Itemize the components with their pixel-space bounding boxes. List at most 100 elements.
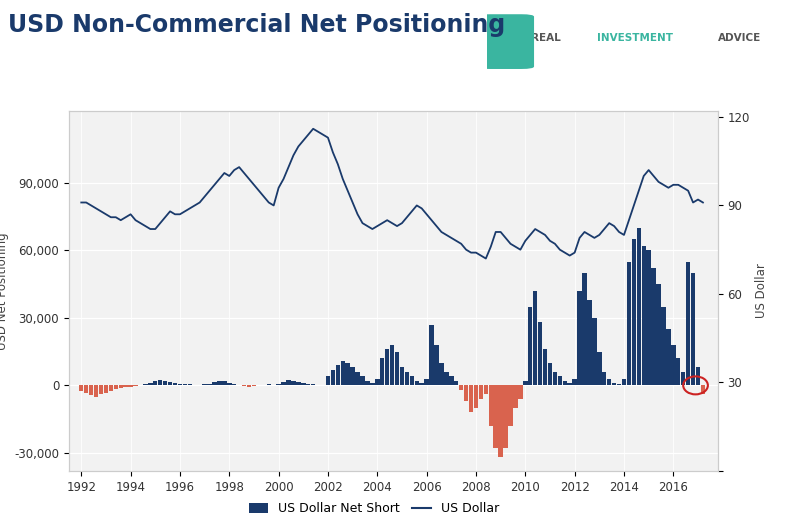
Bar	[661, 307, 666, 385]
Bar	[568, 383, 572, 385]
Bar	[488, 385, 493, 426]
Text: ADVICE: ADVICE	[718, 33, 761, 43]
Bar	[592, 318, 597, 385]
Bar	[178, 384, 182, 385]
Bar	[474, 385, 478, 408]
Bar	[212, 382, 217, 385]
Bar	[84, 385, 88, 393]
Bar	[464, 385, 468, 401]
Bar	[597, 352, 602, 385]
Bar	[419, 383, 424, 385]
Bar	[646, 250, 651, 385]
Bar	[508, 385, 513, 426]
Bar	[642, 246, 646, 385]
Bar	[350, 367, 355, 385]
Bar	[400, 367, 404, 385]
Bar	[89, 385, 93, 396]
Bar	[267, 384, 271, 385]
Bar	[144, 384, 148, 385]
Bar	[602, 372, 607, 385]
Bar	[217, 381, 221, 385]
Bar	[666, 329, 671, 385]
Bar	[79, 385, 84, 391]
Y-axis label: USD Net Positioning: USD Net Positioning	[0, 232, 9, 350]
Bar	[128, 385, 133, 387]
Bar	[301, 382, 306, 385]
Bar	[395, 352, 399, 385]
Y-axis label: US Dollar: US Dollar	[755, 263, 768, 318]
Bar	[528, 307, 533, 385]
Bar	[118, 385, 123, 388]
Text: INVESTMENT: INVESTMENT	[597, 33, 677, 43]
Bar	[513, 385, 517, 408]
Bar	[672, 345, 676, 385]
Legend: US Dollar Net Short, US Dollar: US Dollar Net Short, US Dollar	[244, 497, 504, 521]
Bar	[632, 239, 636, 385]
Bar	[676, 359, 680, 385]
Bar	[405, 372, 409, 385]
Bar	[173, 383, 178, 385]
Bar	[701, 385, 705, 395]
Bar	[227, 382, 231, 385]
Bar	[251, 385, 256, 386]
Bar	[123, 385, 128, 387]
Bar	[182, 384, 187, 385]
Bar	[563, 381, 567, 385]
Bar	[232, 384, 237, 385]
Bar	[424, 379, 429, 385]
Bar	[440, 363, 444, 385]
Bar	[286, 380, 290, 385]
Text: REAL: REAL	[531, 33, 564, 43]
Bar	[454, 381, 458, 385]
Bar	[543, 349, 547, 385]
Bar	[577, 291, 581, 385]
Bar	[691, 273, 695, 385]
Bar	[637, 228, 641, 385]
Bar	[483, 385, 488, 395]
Bar	[208, 384, 212, 385]
Bar	[104, 385, 108, 393]
Bar	[94, 385, 98, 397]
Bar	[390, 345, 394, 385]
Bar	[656, 284, 661, 385]
Bar	[499, 385, 503, 457]
Bar	[99, 385, 103, 395]
Bar	[109, 385, 113, 391]
Bar	[360, 377, 365, 385]
Bar	[469, 385, 474, 413]
Bar	[533, 291, 538, 385]
Bar	[459, 385, 463, 390]
Text: USD Non-Commercial Net Positioning: USD Non-Commercial Net Positioning	[8, 13, 505, 37]
Bar	[523, 381, 527, 385]
Bar	[247, 385, 251, 387]
Bar	[158, 380, 162, 385]
Bar	[553, 372, 557, 385]
Bar	[296, 382, 301, 385]
Bar	[547, 363, 552, 385]
Bar	[222, 381, 226, 385]
Bar	[587, 300, 592, 385]
Bar	[612, 383, 616, 385]
Bar	[504, 385, 508, 449]
Bar	[449, 377, 453, 385]
Bar	[478, 385, 483, 399]
Bar	[410, 377, 414, 385]
Bar	[153, 381, 157, 385]
Bar	[306, 384, 311, 385]
Bar	[326, 377, 330, 385]
Bar	[133, 385, 138, 386]
Bar	[114, 385, 118, 389]
Bar	[148, 382, 152, 385]
Bar	[434, 345, 439, 385]
Bar	[627, 262, 631, 385]
Bar	[365, 381, 370, 385]
Bar	[582, 273, 586, 385]
Bar	[573, 379, 577, 385]
Bar	[617, 384, 621, 385]
Bar	[518, 385, 522, 399]
Bar	[622, 379, 626, 385]
Bar	[681, 372, 685, 385]
Bar	[375, 379, 380, 385]
Bar	[538, 322, 543, 385]
Text: ···: ···	[500, 37, 510, 45]
